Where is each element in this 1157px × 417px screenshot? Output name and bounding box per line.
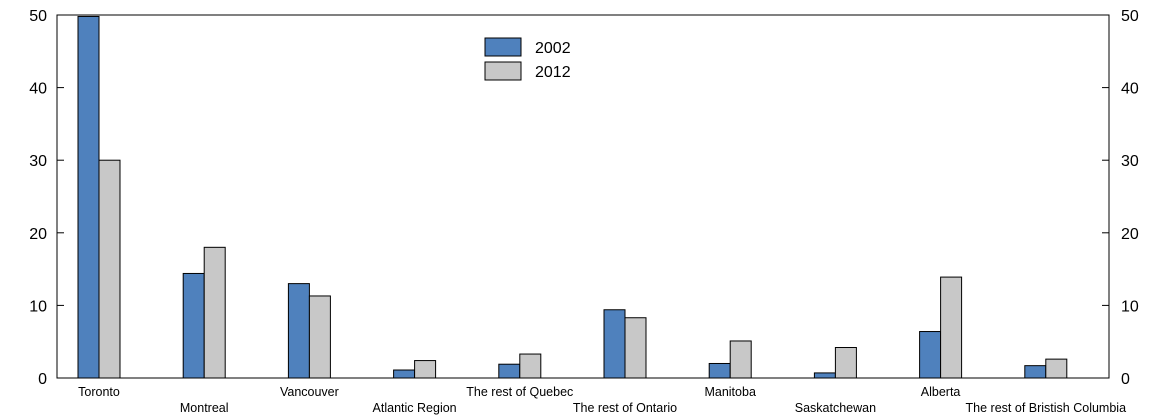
- left-tick-label: 30: [29, 153, 47, 170]
- right-tick-label: 20: [1121, 226, 1139, 243]
- right-tick-label: 40: [1121, 81, 1139, 98]
- bar-2012-manitoba: [729, 340, 752, 379]
- category-label: The rest of Ontario: [573, 401, 677, 415]
- category-labels: Toronto Montreal Vancouver Atlantic Region T…: [78, 385, 1126, 415]
- bar-2012-toronto: [98, 159, 121, 379]
- bar-2002-saskatchewan: [813, 372, 836, 379]
- bar-2002-atlantic-region: [393, 369, 416, 379]
- bar-2002-the-rest-of-quebec: [498, 363, 521, 379]
- legend: 2002 2012: [484, 37, 571, 81]
- category-label: Toronto: [78, 385, 120, 399]
- bar-2012-the-rest-of-quebec: [519, 353, 542, 379]
- bar-2012-atlantic-region: [414, 360, 437, 379]
- category-label: Manitoba: [704, 385, 755, 399]
- bar-2012-saskatchewan: [834, 347, 857, 379]
- legend-label-2012: 2012: [535, 64, 571, 81]
- bar-2012-vancouver: [308, 295, 331, 379]
- bar-2012-alberta: [940, 276, 963, 379]
- category-label: Vancouver: [280, 385, 339, 399]
- bar-2002-toronto: [77, 15, 100, 379]
- category-label: Atlantic Region: [373, 401, 457, 415]
- left-tick-label: 40: [29, 81, 47, 98]
- left-axis: 0 10 20 30 40 50: [29, 8, 64, 388]
- right-tick-label: 30: [1121, 153, 1139, 170]
- category-label: Alberta: [921, 385, 961, 399]
- bars: [77, 15, 1068, 379]
- left-tick-label: 50: [29, 8, 47, 25]
- legend-label-2002: 2002: [535, 40, 571, 57]
- left-tick-label: 0: [38, 371, 47, 388]
- bar-2002-the-rest-of-ontario: [603, 309, 626, 379]
- bar-2002-vancouver: [287, 283, 310, 379]
- left-tick-label: 10: [29, 298, 47, 315]
- bar-2002-the-rest-of-bristish-columbia: [1024, 365, 1047, 379]
- category-label: The rest of Quebec: [466, 385, 573, 399]
- bar-2012-montreal: [203, 246, 226, 379]
- right-tick-label: 0: [1121, 371, 1130, 388]
- left-tick-label: 20: [29, 226, 47, 243]
- bar-2002-montreal: [182, 272, 205, 379]
- bar-2012-the-rest-of-bristish-columbia: [1045, 358, 1068, 379]
- legend-swatch-2012: [484, 61, 522, 81]
- bar-2012-the-rest-of-ontario: [624, 317, 647, 379]
- right-tick-label: 10: [1121, 298, 1139, 315]
- category-label: Montreal: [180, 401, 229, 415]
- right-axis: 0 10 20 30 40 50: [1102, 8, 1139, 388]
- right-tick-label: 50: [1121, 8, 1139, 25]
- legend-swatch-2002: [484, 37, 522, 57]
- bar-2002-manitoba: [708, 362, 731, 379]
- category-label: Saskatchewan: [795, 401, 876, 415]
- bar-2002-alberta: [919, 331, 942, 379]
- plot-frame: [56, 14, 1110, 379]
- category-label: The rest of Bristish Columbia: [966, 401, 1127, 415]
